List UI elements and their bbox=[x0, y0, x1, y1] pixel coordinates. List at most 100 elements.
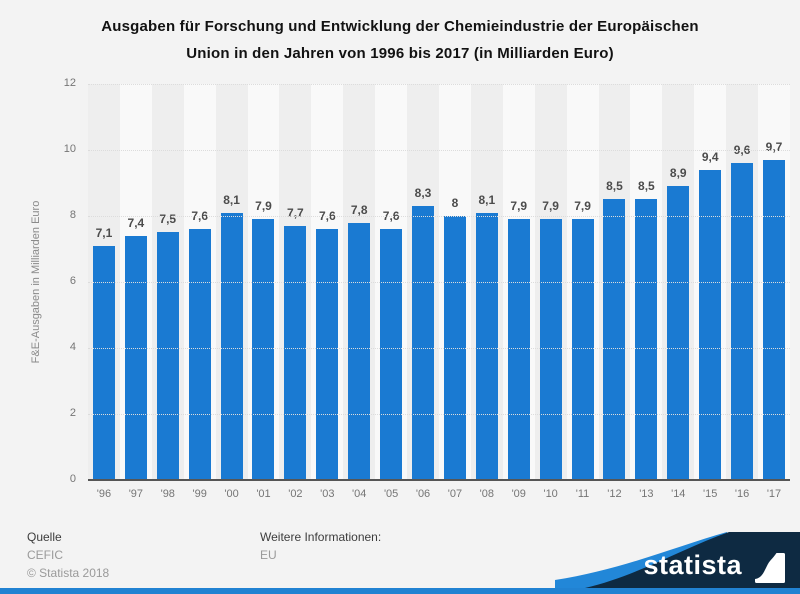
bar-y17 bbox=[762, 160, 785, 480]
bar-value-label: 7,9 bbox=[255, 199, 272, 213]
bar-value-label: 7,6 bbox=[382, 209, 400, 223]
plot-band: 8,5 bbox=[598, 84, 631, 480]
bar-y13 bbox=[635, 199, 658, 480]
x-tick-label: '10 bbox=[543, 488, 558, 500]
chart-title: Ausgaben für Forschung und Entwicklung d… bbox=[0, 13, 800, 67]
chart-title-line1: Ausgaben für Forschung und Entwicklung d… bbox=[101, 18, 699, 35]
bar-value-label: 8,1 bbox=[478, 193, 496, 207]
chart-title-line2: Union in den Jahren von 1996 bis 2017 (i… bbox=[186, 45, 614, 62]
plot-band: 9,7 bbox=[758, 84, 790, 480]
bar-y07 bbox=[443, 216, 466, 480]
plot-band: 7,5 bbox=[151, 84, 184, 480]
bar-value-label: 8,9 bbox=[669, 166, 687, 180]
y-tick-label: 2 bbox=[69, 407, 76, 419]
statista-wave-square-icon bbox=[755, 553, 785, 583]
bar-y14 bbox=[667, 186, 690, 480]
banner-swoosh-shape bbox=[555, 532, 800, 588]
y-tick-label: 4 bbox=[69, 341, 76, 353]
copyright-text: © Statista 2018 bbox=[27, 566, 110, 580]
bar-y01 bbox=[252, 219, 275, 480]
source-label: Quelle bbox=[27, 530, 62, 544]
plot-band: 9,4 bbox=[694, 84, 727, 480]
x-tick-label: '99 bbox=[192, 488, 207, 500]
more-info-block: Weitere Informationen: EU bbox=[260, 528, 381, 564]
plot-band: 8,1 bbox=[470, 84, 503, 480]
bar-y06 bbox=[412, 206, 435, 480]
bar-value-label: 8,5 bbox=[606, 179, 623, 193]
statista-banner: statista bbox=[555, 532, 800, 588]
plot-band: 7,7 bbox=[279, 84, 312, 480]
statista-wordmark: statista bbox=[643, 550, 742, 580]
x-axis-line bbox=[88, 479, 790, 481]
bar-y12 bbox=[603, 199, 626, 480]
x-tick-label: '04 bbox=[352, 488, 367, 500]
bar-y99 bbox=[188, 229, 211, 480]
more-info-label: Weitere Informationen: bbox=[260, 530, 382, 544]
plot-band: 7,4 bbox=[119, 84, 152, 480]
bar-y16 bbox=[731, 163, 754, 480]
x-tick-label: '09 bbox=[511, 488, 526, 500]
bar-value-label: 7,1 bbox=[95, 226, 113, 240]
x-tick-label: '06 bbox=[415, 488, 431, 500]
bar-value-label: 7,6 bbox=[318, 209, 336, 223]
bar-value-label: 9,7 bbox=[765, 140, 783, 154]
plot-band: 7,9 bbox=[566, 84, 599, 480]
x-tick-label: '16 bbox=[734, 488, 750, 500]
source-block: Quelle CEFIC © Statista 2018 bbox=[27, 528, 109, 582]
plot-band: 8,1 bbox=[215, 84, 248, 480]
x-tick-label: '00 bbox=[224, 488, 239, 500]
source-name: CEFIC bbox=[27, 548, 63, 562]
plot-band: 7,6 bbox=[183, 84, 216, 480]
x-tick-label: '12 bbox=[607, 488, 622, 500]
bar-value-label: 9,4 bbox=[701, 150, 719, 164]
x-tick-label: '17 bbox=[766, 488, 782, 500]
bar-value-label: 8,1 bbox=[223, 193, 240, 207]
bar-value-label: 9,6 bbox=[733, 143, 751, 157]
plot-band: 8,5 bbox=[630, 84, 663, 480]
x-axis-labels: '96 '97 '98 '99 '00 '01 '02 '03 '04 '05 '06 '07 '08 '… bbox=[88, 488, 790, 500]
y-tick-label: 12 bbox=[63, 77, 76, 89]
plot-band: 7,9 bbox=[247, 84, 280, 480]
bar-y09 bbox=[507, 219, 530, 480]
bar-value-label: 7,5 bbox=[159, 212, 177, 226]
bar-y08 bbox=[475, 213, 498, 480]
plot-band: 7,9 bbox=[534, 84, 567, 480]
bottom-accent-bar bbox=[0, 588, 800, 594]
x-tick-label: '03 bbox=[320, 488, 335, 500]
bar-y02 bbox=[284, 226, 307, 480]
plot-band: 8,9 bbox=[662, 84, 695, 480]
x-tick-label: '14 bbox=[671, 488, 686, 500]
more-info-value: EU bbox=[260, 548, 277, 562]
plot-band: 8,3 bbox=[407, 84, 439, 480]
bar-y96 bbox=[92, 246, 115, 480]
x-tick-label: '07 bbox=[447, 488, 463, 500]
bar-y05 bbox=[380, 229, 403, 480]
plot-band: 7,6 bbox=[311, 84, 344, 480]
x-tick-label: '08 bbox=[479, 488, 494, 500]
bar-y10 bbox=[539, 219, 562, 480]
bar-value-label: 7,8 bbox=[350, 203, 368, 217]
plot-area: 7,1 7,4 7,5 7,6 8,1 7,9 7,7 7,6 7,8 7,6 8,3 8 8,1 7,9… bbox=[88, 84, 790, 481]
bar-value-label: 7,9 bbox=[542, 199, 559, 213]
x-tick-label: '96 bbox=[96, 488, 112, 500]
x-tick-label: '15 bbox=[703, 488, 718, 500]
bar-y00 bbox=[220, 213, 243, 480]
y-tick-label: 0 bbox=[69, 473, 76, 485]
plot-band: 9,6 bbox=[726, 84, 759, 480]
bar-value-label: 8,5 bbox=[638, 179, 655, 193]
bar-y11 bbox=[571, 219, 594, 480]
x-tick-label: '13 bbox=[639, 488, 654, 500]
plot-band: 7,8 bbox=[343, 84, 376, 480]
x-tick-label: '98 bbox=[160, 488, 175, 500]
bar-y04 bbox=[348, 223, 371, 480]
bar-value-label: 7,9 bbox=[510, 199, 528, 213]
bar-y15 bbox=[699, 170, 722, 480]
bar-value-label: 8 bbox=[451, 196, 459, 210]
bar-y97 bbox=[124, 236, 147, 480]
bar-y03 bbox=[316, 229, 339, 480]
x-tick-label: '97 bbox=[128, 488, 144, 500]
bar-value-label: 8,3 bbox=[414, 186, 432, 200]
plot-band: 8 bbox=[438, 84, 471, 480]
x-tick-label: '02 bbox=[288, 488, 303, 500]
bar-value-label: 7,9 bbox=[574, 199, 591, 213]
